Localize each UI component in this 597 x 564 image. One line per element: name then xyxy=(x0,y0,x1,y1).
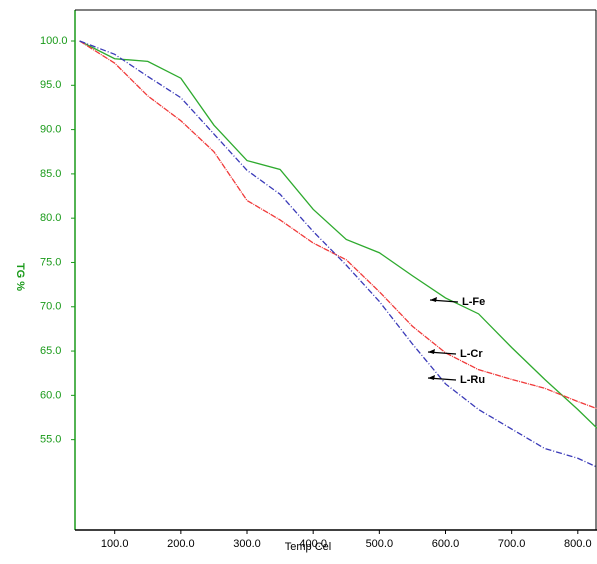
y-tick-label: 85.0 xyxy=(40,168,61,180)
y-tick-label: 90.0 xyxy=(40,123,61,135)
x-tick-label: 700.0 xyxy=(498,538,526,550)
x-axis-label: Temp Cel xyxy=(285,541,331,553)
series-label: L-Cr xyxy=(460,348,483,360)
x-tick-label: 500.0 xyxy=(366,538,394,550)
y-axis-label: TG % xyxy=(14,263,26,291)
y-tick-label: 80.0 xyxy=(40,212,61,224)
x-tick-label: 300.0 xyxy=(233,538,261,550)
x-tick-label: 800.0 xyxy=(564,538,592,550)
annotation-arrowhead xyxy=(428,375,435,380)
series-line xyxy=(79,40,597,429)
x-tick-label: 600.0 xyxy=(432,538,460,550)
y-tick-label: 60.0 xyxy=(40,389,61,401)
y-tick-label: 55.0 xyxy=(40,434,61,446)
series-label: L-Ru xyxy=(460,374,485,386)
x-tick-label: 200.0 xyxy=(167,538,195,550)
y-tick-label: 100.0 xyxy=(40,35,68,47)
annotation-arrowhead xyxy=(430,297,437,302)
y-tick-label: 70.0 xyxy=(40,301,61,313)
series-line xyxy=(79,40,597,410)
x-tick-label: 400.0 xyxy=(299,538,327,550)
y-tick-label: 95.0 xyxy=(40,79,61,91)
y-tick-label: 65.0 xyxy=(40,345,61,357)
annotation-arrowhead xyxy=(428,349,435,354)
y-tick-label: 75.0 xyxy=(40,256,61,268)
x-tick-label: 100.0 xyxy=(101,538,129,550)
series-label: L-Fe xyxy=(462,296,485,308)
series-line xyxy=(79,40,597,468)
